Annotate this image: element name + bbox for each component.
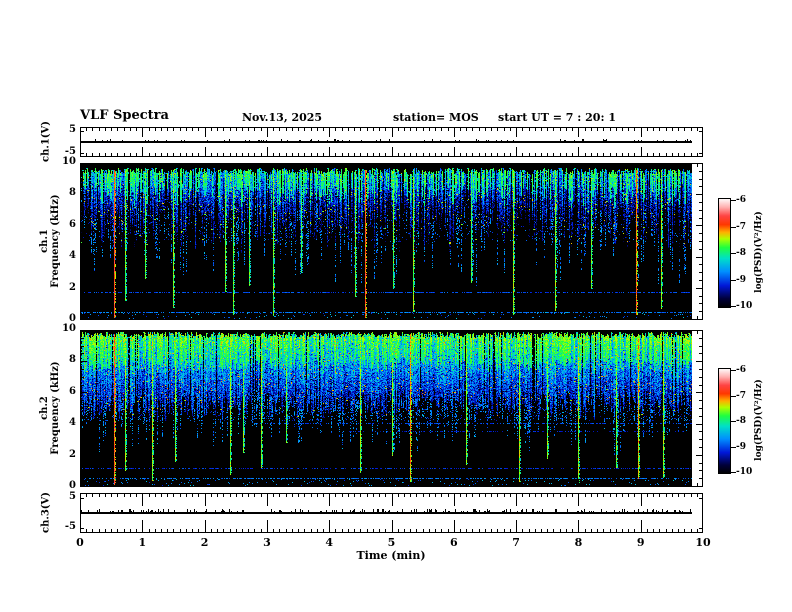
x-tick-label-6: 6: [449, 536, 458, 549]
start-ut-label: start UT = 7 : 20: 1: [498, 111, 616, 124]
x-tick-label-2: 2: [200, 536, 209, 549]
spec2-ytick-8: 8: [69, 354, 76, 366]
colorbar1-tick--9: -9: [736, 274, 746, 285]
spec1-ytick-10: 10: [62, 156, 76, 167]
x-tick-label-7: 7: [512, 536, 520, 549]
spec1-ytick-8: 8: [69, 187, 76, 199]
colorbar1-tick--6: -6: [736, 195, 746, 205]
ch1-voltage-waveform-panel: [80, 127, 703, 157]
spec2-ytick-4: 4: [69, 417, 76, 429]
ch1v-ytick--5: -5: [64, 146, 76, 157]
spec2-ytick-0: 0: [69, 480, 76, 491]
plot-title: VLF Spectra: [80, 108, 169, 123]
spec1-ytick-2: 2: [69, 281, 76, 293]
x-tick-label-10: 10: [695, 536, 711, 549]
x-tick-label-5: 5: [387, 536, 396, 549]
colorbar2-tick--6: -6: [736, 365, 746, 375]
ch1-spectrogram-panel: [80, 163, 703, 320]
colorbar2-tick--8: -8: [736, 416, 746, 426]
spec1-ytick-0: 0: [69, 313, 76, 324]
colorbar2-tick--10: -10: [736, 467, 753, 477]
ch3v-ytick-5: 5: [69, 491, 76, 502]
ch3v-ytick--5: -5: [64, 521, 76, 532]
colorbar-ch2: [718, 368, 738, 474]
spec2-ytick-6: 6: [69, 385, 76, 397]
spec1-ytick-4: 4: [69, 250, 76, 262]
ch1v-ytick-5: 5: [69, 124, 76, 135]
colorbar2-tick--9: -9: [736, 441, 746, 452]
spec1-ytick-6: 6: [69, 218, 76, 230]
ch3-voltage-waveform-panel: [80, 493, 703, 533]
x-tick-label-8: 8: [574, 536, 583, 549]
colorbar-ch1: [718, 198, 738, 308]
colorbar1-tick--10: -10: [736, 301, 753, 311]
colorbar1-tick--7: -7: [736, 221, 746, 232]
ch1-channel-label: ch.1: [39, 229, 50, 253]
spec2-ytick-2: 2: [69, 448, 76, 460]
x-tick-label-0: 0: [76, 536, 84, 549]
x-tick-label-4: 4: [325, 536, 334, 549]
colorbar2-tick--7: -7: [736, 390, 746, 401]
spec2-ytick-10: 10: [62, 323, 76, 334]
ch2-spectrogram-panel: [80, 330, 703, 487]
time-axis-label: Time (min): [356, 549, 426, 562]
x-tick-label-3: 3: [263, 536, 271, 549]
plot-date: Nov.13, 2025: [242, 111, 323, 124]
ch3-voltage-axis-label: ch.3(V): [40, 491, 52, 534]
station-label: station= MOS: [393, 111, 479, 124]
colorbar1-tick--8: -8: [736, 248, 746, 258]
x-tick-label-9: 9: [636, 536, 645, 549]
x-tick-label-1: 1: [138, 536, 147, 549]
